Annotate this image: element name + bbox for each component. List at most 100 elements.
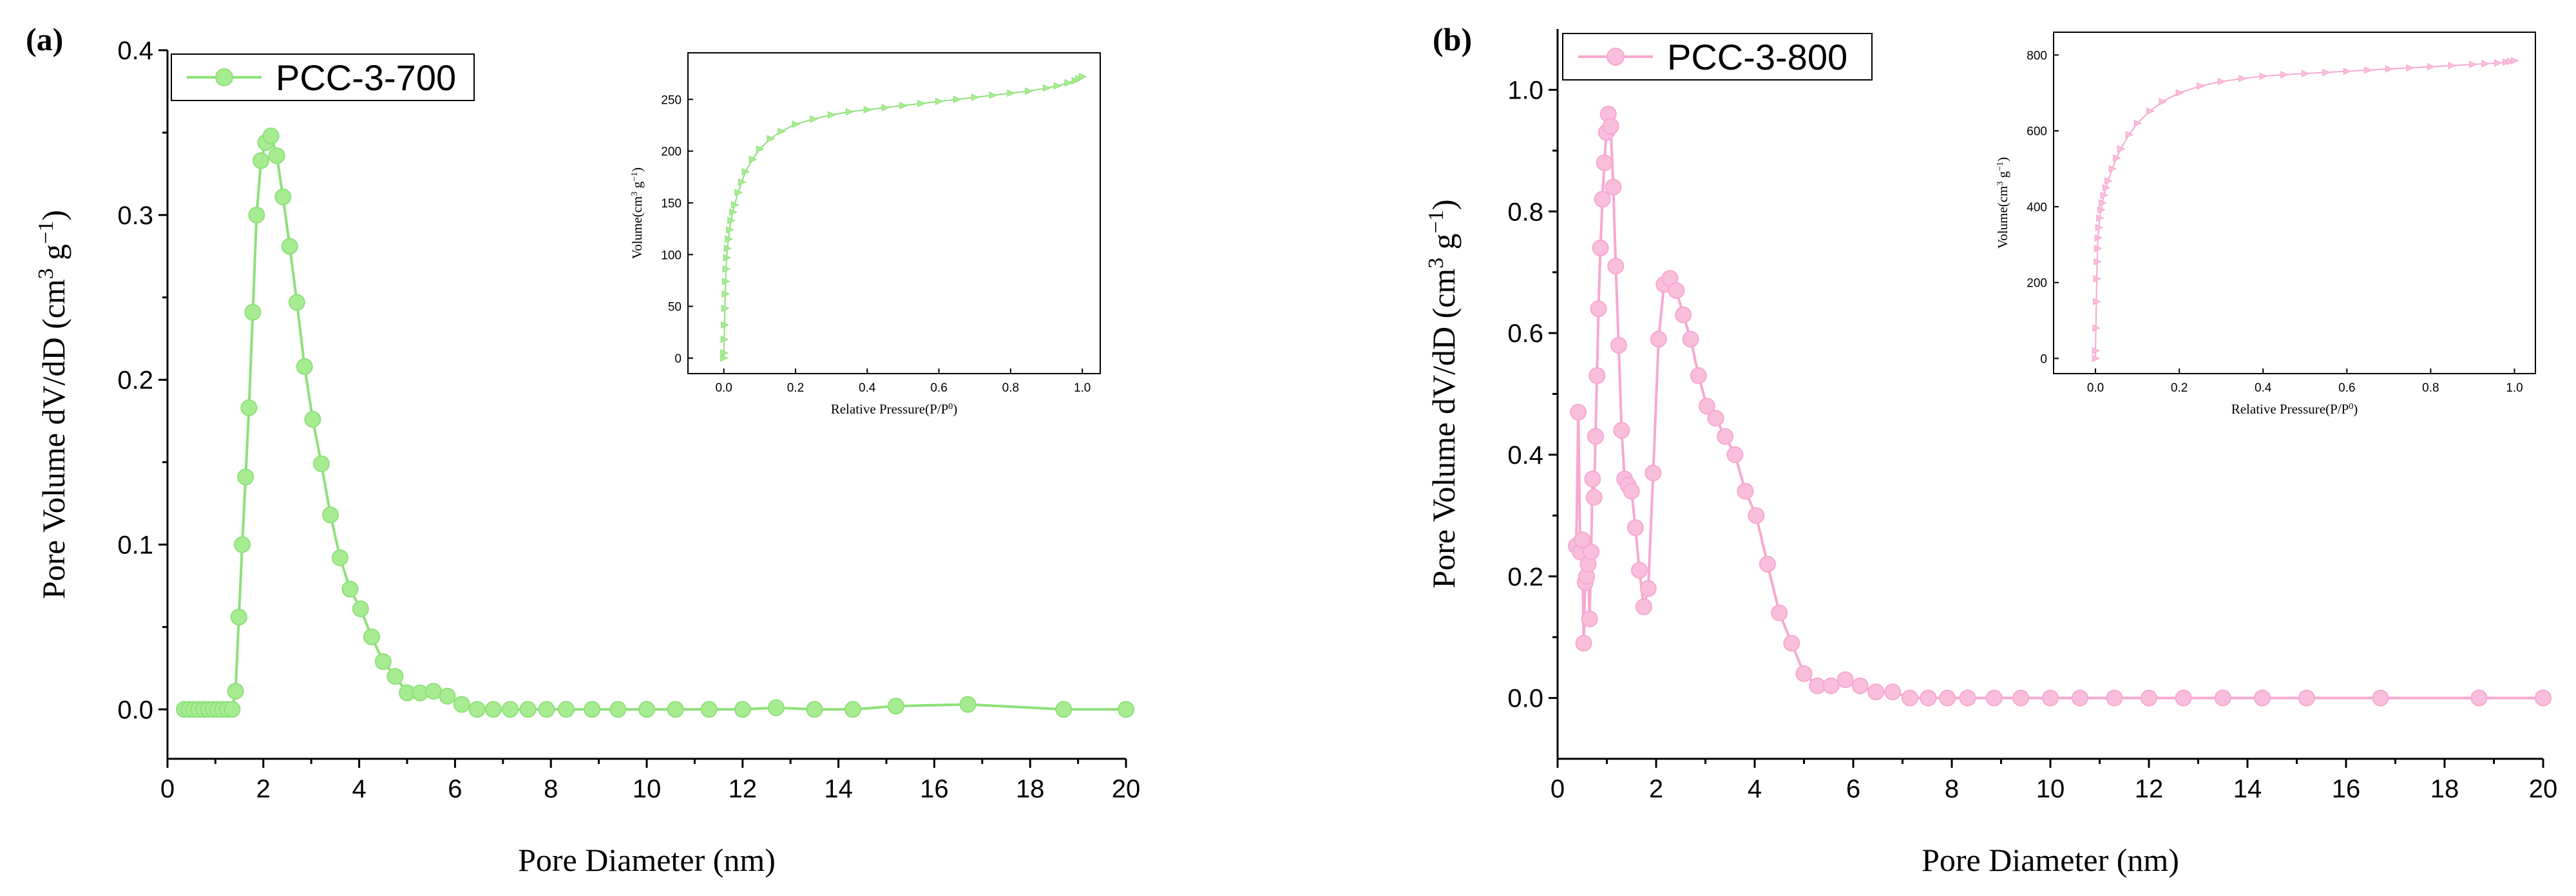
data-point: [1822, 677, 1840, 694]
inset-y-tick-label: 600: [2027, 125, 2047, 138]
data-point: [519, 701, 537, 718]
inset-data-point: [2427, 62, 2436, 71]
data-point: [453, 696, 470, 713]
inset-x-title-part: Relative Pressure(P/P: [2231, 401, 2349, 417]
data-point: [244, 303, 262, 321]
inset-y-tick-label: 100: [661, 249, 682, 262]
y-tick-label: 0.2: [117, 367, 153, 395]
inset-y-title-sup: −1: [1996, 162, 2005, 171]
data-point: [1587, 428, 1604, 445]
inset-data-point: [1078, 73, 1087, 81]
data-point: [230, 609, 247, 625]
inset-data-point: [2502, 58, 2511, 66]
series-pcc-3-700: [176, 128, 1134, 718]
data-point: [288, 294, 305, 311]
data-point: [1737, 482, 1754, 500]
inset-y-title-part: ): [1995, 157, 2010, 162]
inset-x-tick-label: 0.6: [2338, 381, 2355, 395]
y-axis-title-part: Pore Volume dV/dD (cm: [35, 279, 72, 599]
data-point: [224, 701, 241, 718]
data-point: [2470, 689, 2488, 707]
inset-data-point: [2100, 191, 2109, 199]
inset-y-title-part: g: [629, 181, 645, 191]
data-point: [1055, 701, 1073, 718]
y-axis-title-sup: −1: [1424, 210, 1448, 233]
data-point: [2298, 689, 2315, 707]
data-point: [1570, 403, 1587, 421]
data-point: [1645, 464, 1662, 482]
x-tick-label: 8: [544, 775, 558, 803]
inset-data-point: [767, 135, 776, 143]
inset-data-point: [2280, 71, 2289, 79]
data-point: [609, 701, 627, 718]
inset-data-point: [2468, 61, 2477, 68]
data-point: [2141, 689, 2157, 707]
data-point: [1682, 330, 1699, 348]
inset-data-point: [2113, 154, 2121, 162]
data-point: [374, 653, 392, 671]
inset-data-point: [730, 201, 739, 209]
data-point: [1675, 306, 1692, 323]
inset-x-tick-label: 0.0: [715, 381, 732, 395]
inset-data-point: [2301, 70, 2310, 77]
inset-data-point: [2092, 298, 2101, 305]
y-tick-label: 0.8: [1507, 198, 1543, 226]
x-tick-label: 14: [824, 775, 853, 803]
y-tick-label: 0.4: [117, 37, 153, 65]
inset-data-point: [2093, 275, 2102, 283]
inset-data-point: [749, 155, 758, 164]
x-tick-label: 8: [1945, 775, 1959, 803]
inset-data-point: [810, 115, 818, 123]
data-point: [1690, 367, 1707, 385]
data-point: [2175, 689, 2192, 707]
panel-label: (b): [1433, 21, 1472, 57]
inset-data-point: [2175, 89, 2184, 97]
data-point: [331, 549, 348, 566]
y-axis-title-part: ): [35, 210, 72, 221]
legend-box: [1562, 33, 1873, 81]
data-point: [667, 701, 684, 718]
data-point: [1668, 281, 1685, 299]
inset-frame: [687, 52, 1101, 374]
y-tick-label: 0.4: [1507, 441, 1543, 470]
inset-x-tick-label: 0.8: [1002, 381, 1019, 395]
data-point: [425, 683, 442, 700]
data-point: [538, 701, 555, 718]
inset-x-tick-label: 0.8: [2422, 381, 2439, 395]
x-tick-label: 0: [160, 775, 175, 803]
data-point: [1867, 683, 1885, 701]
data-point: [1698, 397, 1715, 415]
inset-data-point: [778, 128, 786, 135]
y-tick-label: 0.1: [117, 531, 153, 559]
x-tick-label: 4: [352, 775, 366, 803]
y-tick-label: 0.2: [1507, 563, 1543, 591]
inset-frame: [2053, 32, 2536, 374]
x-tick-label: 6: [1846, 775, 1860, 803]
x-tick-label: 16: [920, 775, 949, 803]
data-point: [806, 701, 823, 718]
x-tick-label: 12: [729, 775, 758, 803]
legend: PCC-3-800: [1562, 33, 1873, 81]
inset-data-point: [2481, 60, 2490, 68]
x-tick-label: 10: [633, 775, 662, 803]
inset-data-point: [2364, 66, 2373, 74]
inset-y-title-part: Volume(cm: [629, 196, 645, 260]
inset-data-point: [729, 208, 738, 216]
data-point: [1585, 489, 1603, 506]
inset-data-point: [2092, 347, 2101, 355]
inset-data-point: [721, 321, 729, 329]
inset-data-point: [723, 244, 732, 253]
data-point: [304, 411, 321, 428]
inset-data-point: [2217, 77, 2226, 86]
inset-data-point: [1025, 87, 1033, 95]
data-point: [887, 698, 904, 715]
data-point: [262, 128, 280, 145]
inset-data-point: [2133, 119, 2142, 128]
y-axis-title-part: g: [1426, 233, 1462, 258]
data-point: [1613, 422, 1630, 439]
y-tick-label: 0.0: [1507, 685, 1543, 713]
inset-x-tick-label: 0.2: [787, 381, 804, 395]
inset-y-title-sup: −1: [630, 172, 640, 182]
inset-data-point: [792, 120, 801, 128]
y-axis-title: Pore Volume dV/dD (cm3 g−1): [1424, 199, 1462, 588]
